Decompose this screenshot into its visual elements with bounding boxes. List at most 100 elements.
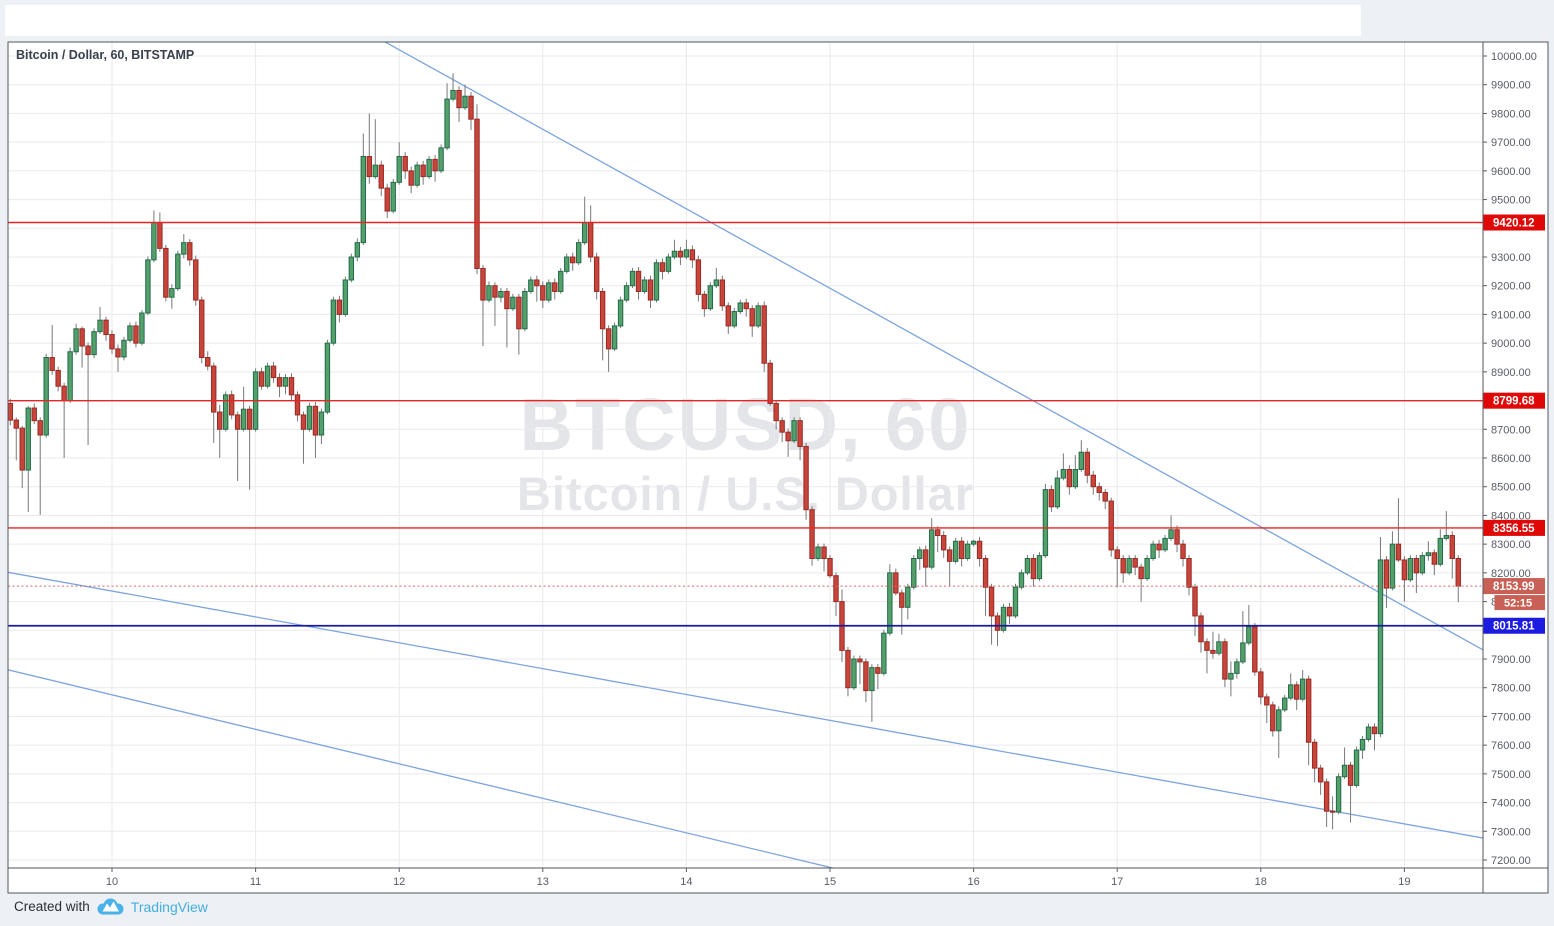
candle-up [1150,543,1156,560]
candle-down [258,371,265,387]
candle-down [211,365,217,413]
candle-up [1276,709,1282,732]
candle-up [1240,642,1246,663]
price-line-axis-label[interactable]: 9420.12 [1483,214,1546,231]
price-label-text: 8356.55 [1493,523,1535,535]
chart-border [7,41,1549,894]
candle-up [1054,477,1061,508]
candle-down [958,540,965,560]
candle-down [49,357,55,371]
candle-up [558,270,564,292]
candle-down [552,282,558,292]
candle-up [791,420,797,442]
price-tick-label: 7900.00 [1491,654,1531,666]
candle-up [151,222,157,261]
candle-up [671,250,678,258]
candle-up [1359,738,1366,751]
candle-down [420,164,426,178]
trend-line[interactable] [0,571,1554,851]
candle-down [659,262,666,272]
tradingview-brand-link[interactable]: TradingView [130,898,208,915]
created-with-label: Created with [14,899,90,914]
candle-down [1383,559,1390,589]
price-line-axis-label[interactable]: 8799.68 [1483,392,1546,409]
candle-up [911,558,917,588]
candle-down [312,405,319,436]
last-price-axis-label[interactable]: 8153.99 [1483,578,1546,595]
candle-up [127,325,133,341]
candle-down [1138,566,1144,580]
candle-down [1329,810,1336,813]
candle-down [163,247,169,298]
candle-up [444,98,450,149]
candle-down [1030,558,1037,580]
bar-countdown-label: 52:15 [1494,595,1545,611]
candle-down [492,285,498,298]
candle-down [1102,491,1108,502]
candle-down [300,414,307,430]
candle-down [773,402,779,422]
price-axis[interactable]: 7200.00 7300.00 7400.00 7500.00 7600.00 7700.… [1483,51,1537,867]
price-label-text: 8799.68 [1493,396,1535,408]
candle-down [1258,671,1264,698]
time-axis[interactable]: 10 11 12 13 14 15 16 17 18 19 [106,868,1411,888]
chart-pane-layer [0,42,1554,868]
candle-up [917,549,923,560]
candle-up [707,285,714,310]
candle-down [797,420,803,448]
candle-up [342,279,349,315]
price-tick-label: 8700.00 [1491,424,1531,436]
candle-down [875,667,881,674]
candle-down [1192,586,1198,617]
candle-up [360,156,367,244]
candle-up [1072,468,1079,488]
candle-down [1455,558,1461,587]
candle-up [683,249,690,258]
candle-up [1162,537,1168,551]
candle-up [641,279,648,292]
candle-down [779,420,785,433]
candle-up [462,95,468,109]
trend-line[interactable] [0,668,834,868]
candle-down [1401,559,1408,581]
price-line-axis-label[interactable]: 8015.81 [1483,617,1546,634]
candle-down [761,305,767,364]
candle-down [402,156,408,172]
candle-down [827,558,833,577]
candle-down [187,242,193,261]
candle-down [540,285,546,301]
candle-down [13,419,19,429]
price-tick-label: 7400.00 [1491,798,1531,810]
candle-up [175,253,181,290]
price-tick-label: 9000.00 [1491,338,1531,350]
time-tick-label: 10 [106,876,118,888]
candle-up [414,164,420,186]
price-tick-label: 8500.00 [1491,482,1531,494]
candle-down [432,158,438,172]
candle-down [749,308,755,327]
candle-up [1234,661,1240,674]
candle-up [611,325,618,350]
candle-down [946,549,953,562]
price-label-text: 8153.99 [1493,581,1535,593]
candle-down [193,259,199,301]
candle-down [994,615,1001,631]
candle-down [976,540,983,560]
candle-down [599,290,606,330]
candle-down [534,279,540,287]
price-tick-label: 8600.00 [1491,453,1531,465]
candle-up [1377,559,1384,735]
price-line-axis-label[interactable]: 8356.55 [1483,519,1546,536]
trend-line[interactable] [384,42,1483,651]
candle-down [1066,468,1073,488]
candle-up [581,222,588,244]
candle-up [181,242,187,255]
candle-up [1042,489,1049,557]
time-tick-label: 15 [824,876,836,888]
candle-down [785,431,791,442]
candle-down [695,259,702,295]
candle-down [940,535,947,551]
price-label-box [1483,392,1545,409]
candle-up [67,351,73,402]
